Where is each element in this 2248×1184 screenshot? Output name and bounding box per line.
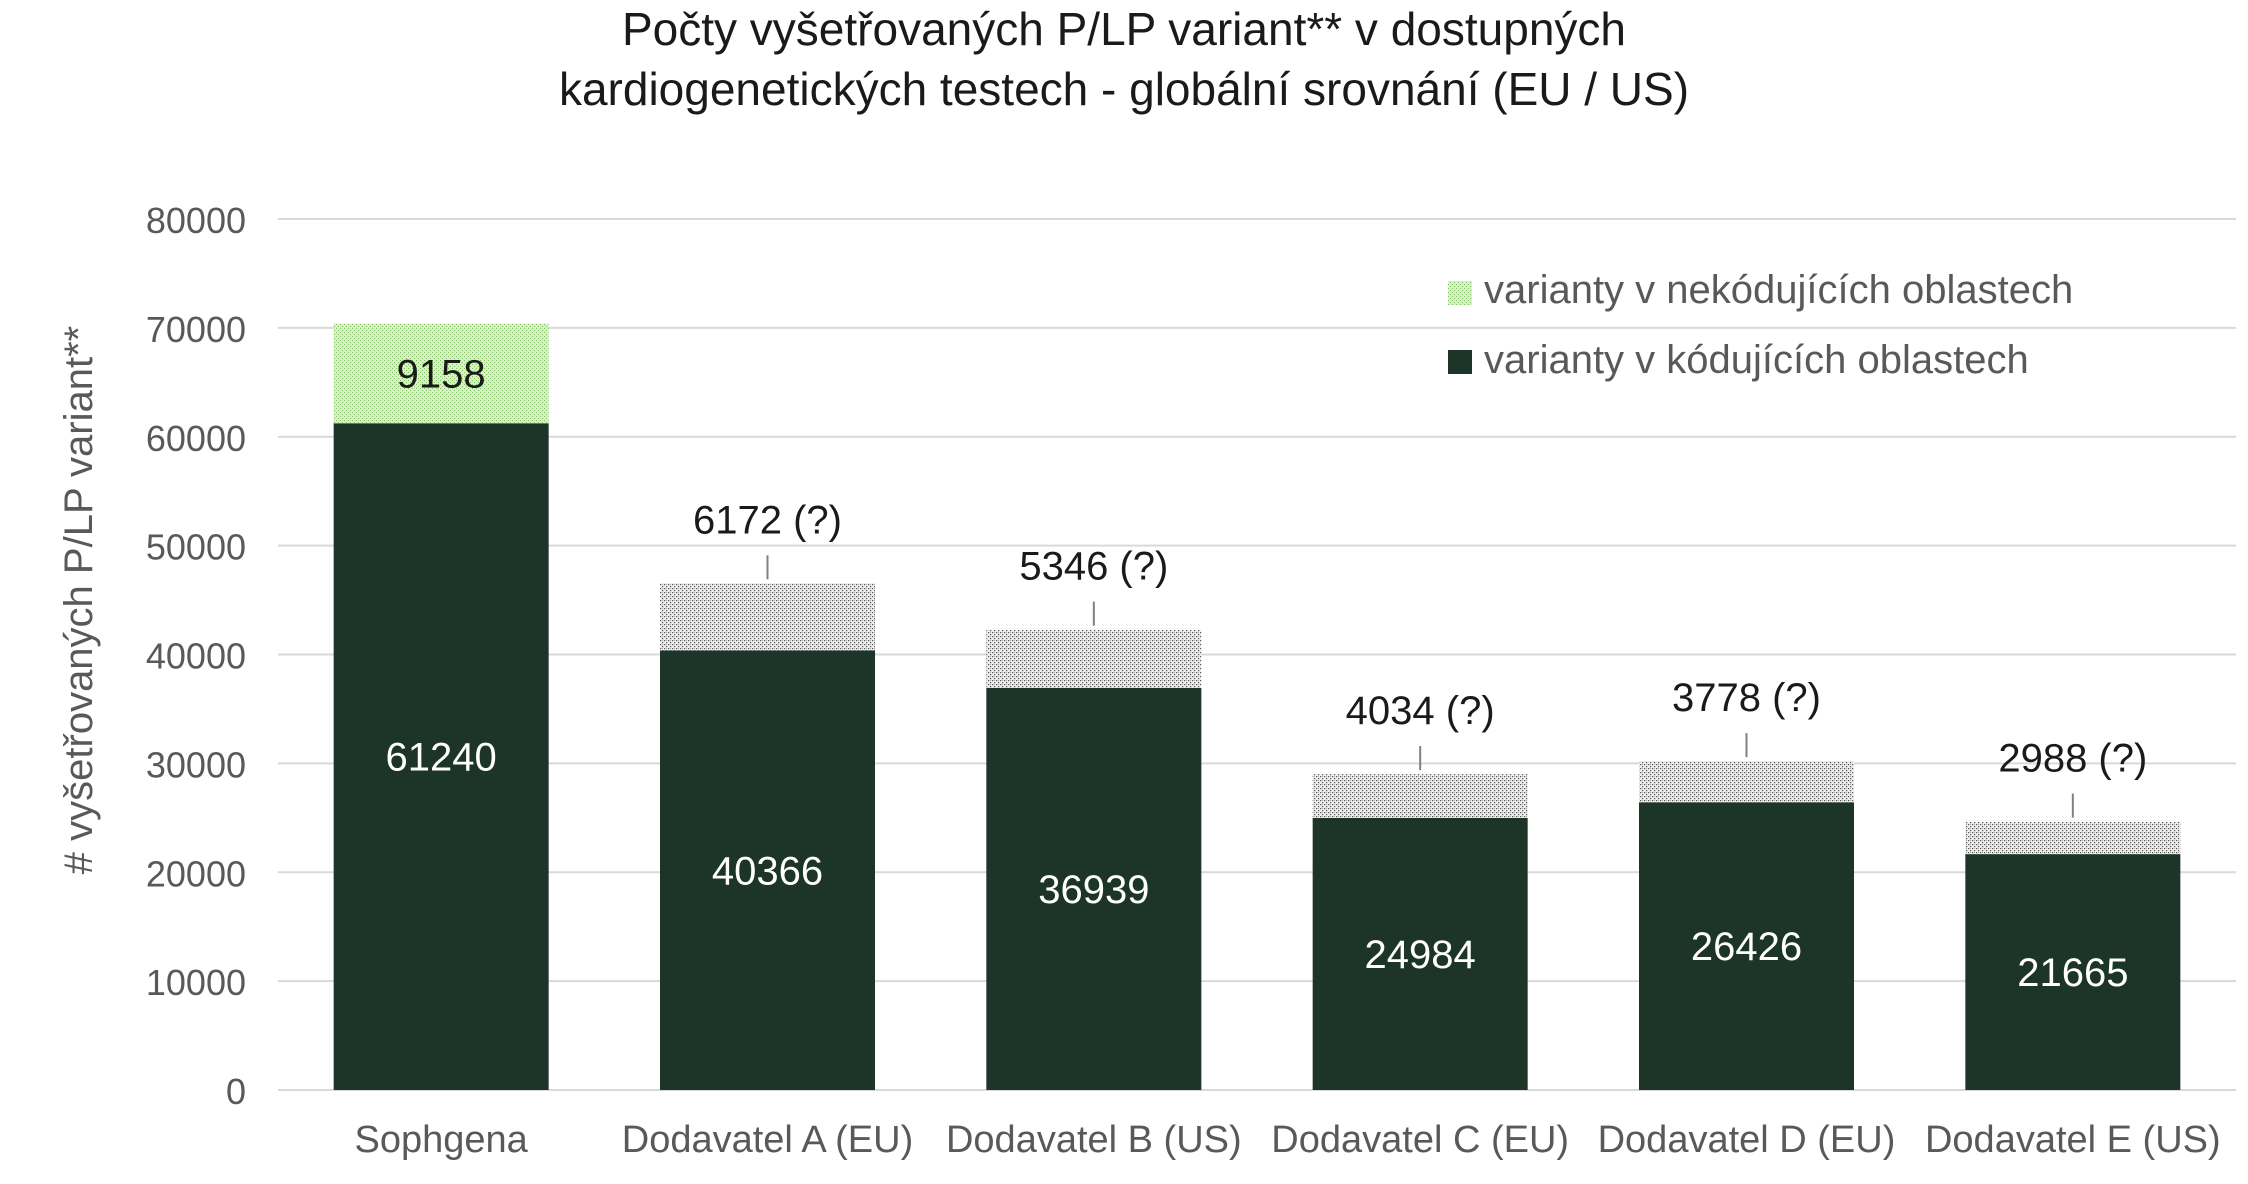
- bar-coding-4: [1639, 802, 1854, 1090]
- data-label-noncoding-1: 6172 (?): [693, 498, 842, 542]
- data-label-noncoding-2: 5346 (?): [1019, 545, 1168, 589]
- data-label-coding-3: 24984: [1365, 933, 1476, 977]
- y-tick-label-5: 50000: [146, 527, 246, 568]
- bar-noncoding-1: [660, 583, 875, 651]
- bar-coding-5: [1965, 854, 2181, 1090]
- data-label-coding-5: 21665: [2017, 951, 2128, 995]
- bar-coding-2: [986, 687, 1202, 1090]
- data-label-coding-2: 36939: [1038, 868, 1149, 912]
- bar-coding-0: [333, 423, 549, 1090]
- bar-coding-1: [660, 650, 875, 1090]
- data-label-noncoding-4: 3778 (?): [1672, 676, 1821, 720]
- y-tick-label-2: 20000: [146, 853, 246, 894]
- y-tick-labels: 0 10000 20000 30000 40000 50000 60000 70000 8000…: [146, 200, 246, 1112]
- bar-noncoding-3: [1312, 774, 1528, 818]
- legend-swatch-coding: [1448, 350, 1472, 374]
- legend-label-coding: varianty v kódujících oblastech: [1484, 338, 2029, 382]
- x-tick-label-4: Dodavatel D (EU): [1598, 1119, 1896, 1161]
- bar-noncoding-5: [1965, 821, 2181, 855]
- legend-swatch-noncoding: [1448, 281, 1472, 305]
- x-tick-label-2: Dodavatel B (US): [946, 1119, 1242, 1161]
- y-tick-label-1: 10000: [146, 962, 246, 1003]
- data-label-coding-0: 61240: [386, 736, 497, 780]
- data-label-coding-1: 40366: [712, 849, 823, 893]
- bar-coding-3: [1312, 817, 1528, 1090]
- chart-title-line-2: kardiogenetických testech - globální sro…: [558, 63, 1690, 115]
- y-tick-label-7: 70000: [146, 309, 246, 350]
- chart-title-line-1: Počty vyšetřovaných P/LP variant** v dos…: [621, 3, 1626, 55]
- y-tick-label-6: 60000: [146, 418, 246, 459]
- x-tick-labels: Sophgena Dodavatel A (EU) Dodavatel B (US)…: [355, 1119, 2221, 1161]
- bars: [333, 323, 2181, 1090]
- x-tick-label-1: Dodavatel A (EU): [622, 1119, 913, 1161]
- data-labels: 61240 9158 40366 6172 (?) 36939 5346 (?) 24984…: [386, 352, 2148, 995]
- data-label-noncoding-0: 9158: [397, 352, 486, 396]
- legend-label-noncoding: varianty v nekódujících oblastech: [1484, 268, 2073, 312]
- x-tick-label-0: Sophgena: [355, 1119, 529, 1161]
- bar-noncoding-0: [333, 323, 549, 424]
- data-label-noncoding-5: 2988 (?): [1998, 737, 2147, 781]
- legend: varianty v nekódujících oblastech varian…: [1448, 268, 2073, 382]
- data-label-coding-4: 26426: [1691, 925, 1802, 969]
- x-tick-label-3: Dodavatel C (EU): [1271, 1119, 1569, 1161]
- y-tick-label-3: 30000: [146, 744, 246, 785]
- y-tick-label-0: 0: [226, 1071, 246, 1112]
- y-tick-label-8: 80000: [146, 200, 246, 241]
- data-label-noncoding-3: 4034 (?): [1346, 689, 1495, 733]
- x-tick-label-5: Dodavatel E (US): [1925, 1119, 2221, 1161]
- y-tick-label-4: 40000: [146, 636, 246, 677]
- y-axis-label: # vyšetřovaných P/LP variant**: [57, 326, 101, 874]
- bar-noncoding-4: [1639, 761, 1854, 803]
- bar-noncoding-2: [986, 629, 1202, 688]
- grid-lines: [278, 218, 2236, 1091]
